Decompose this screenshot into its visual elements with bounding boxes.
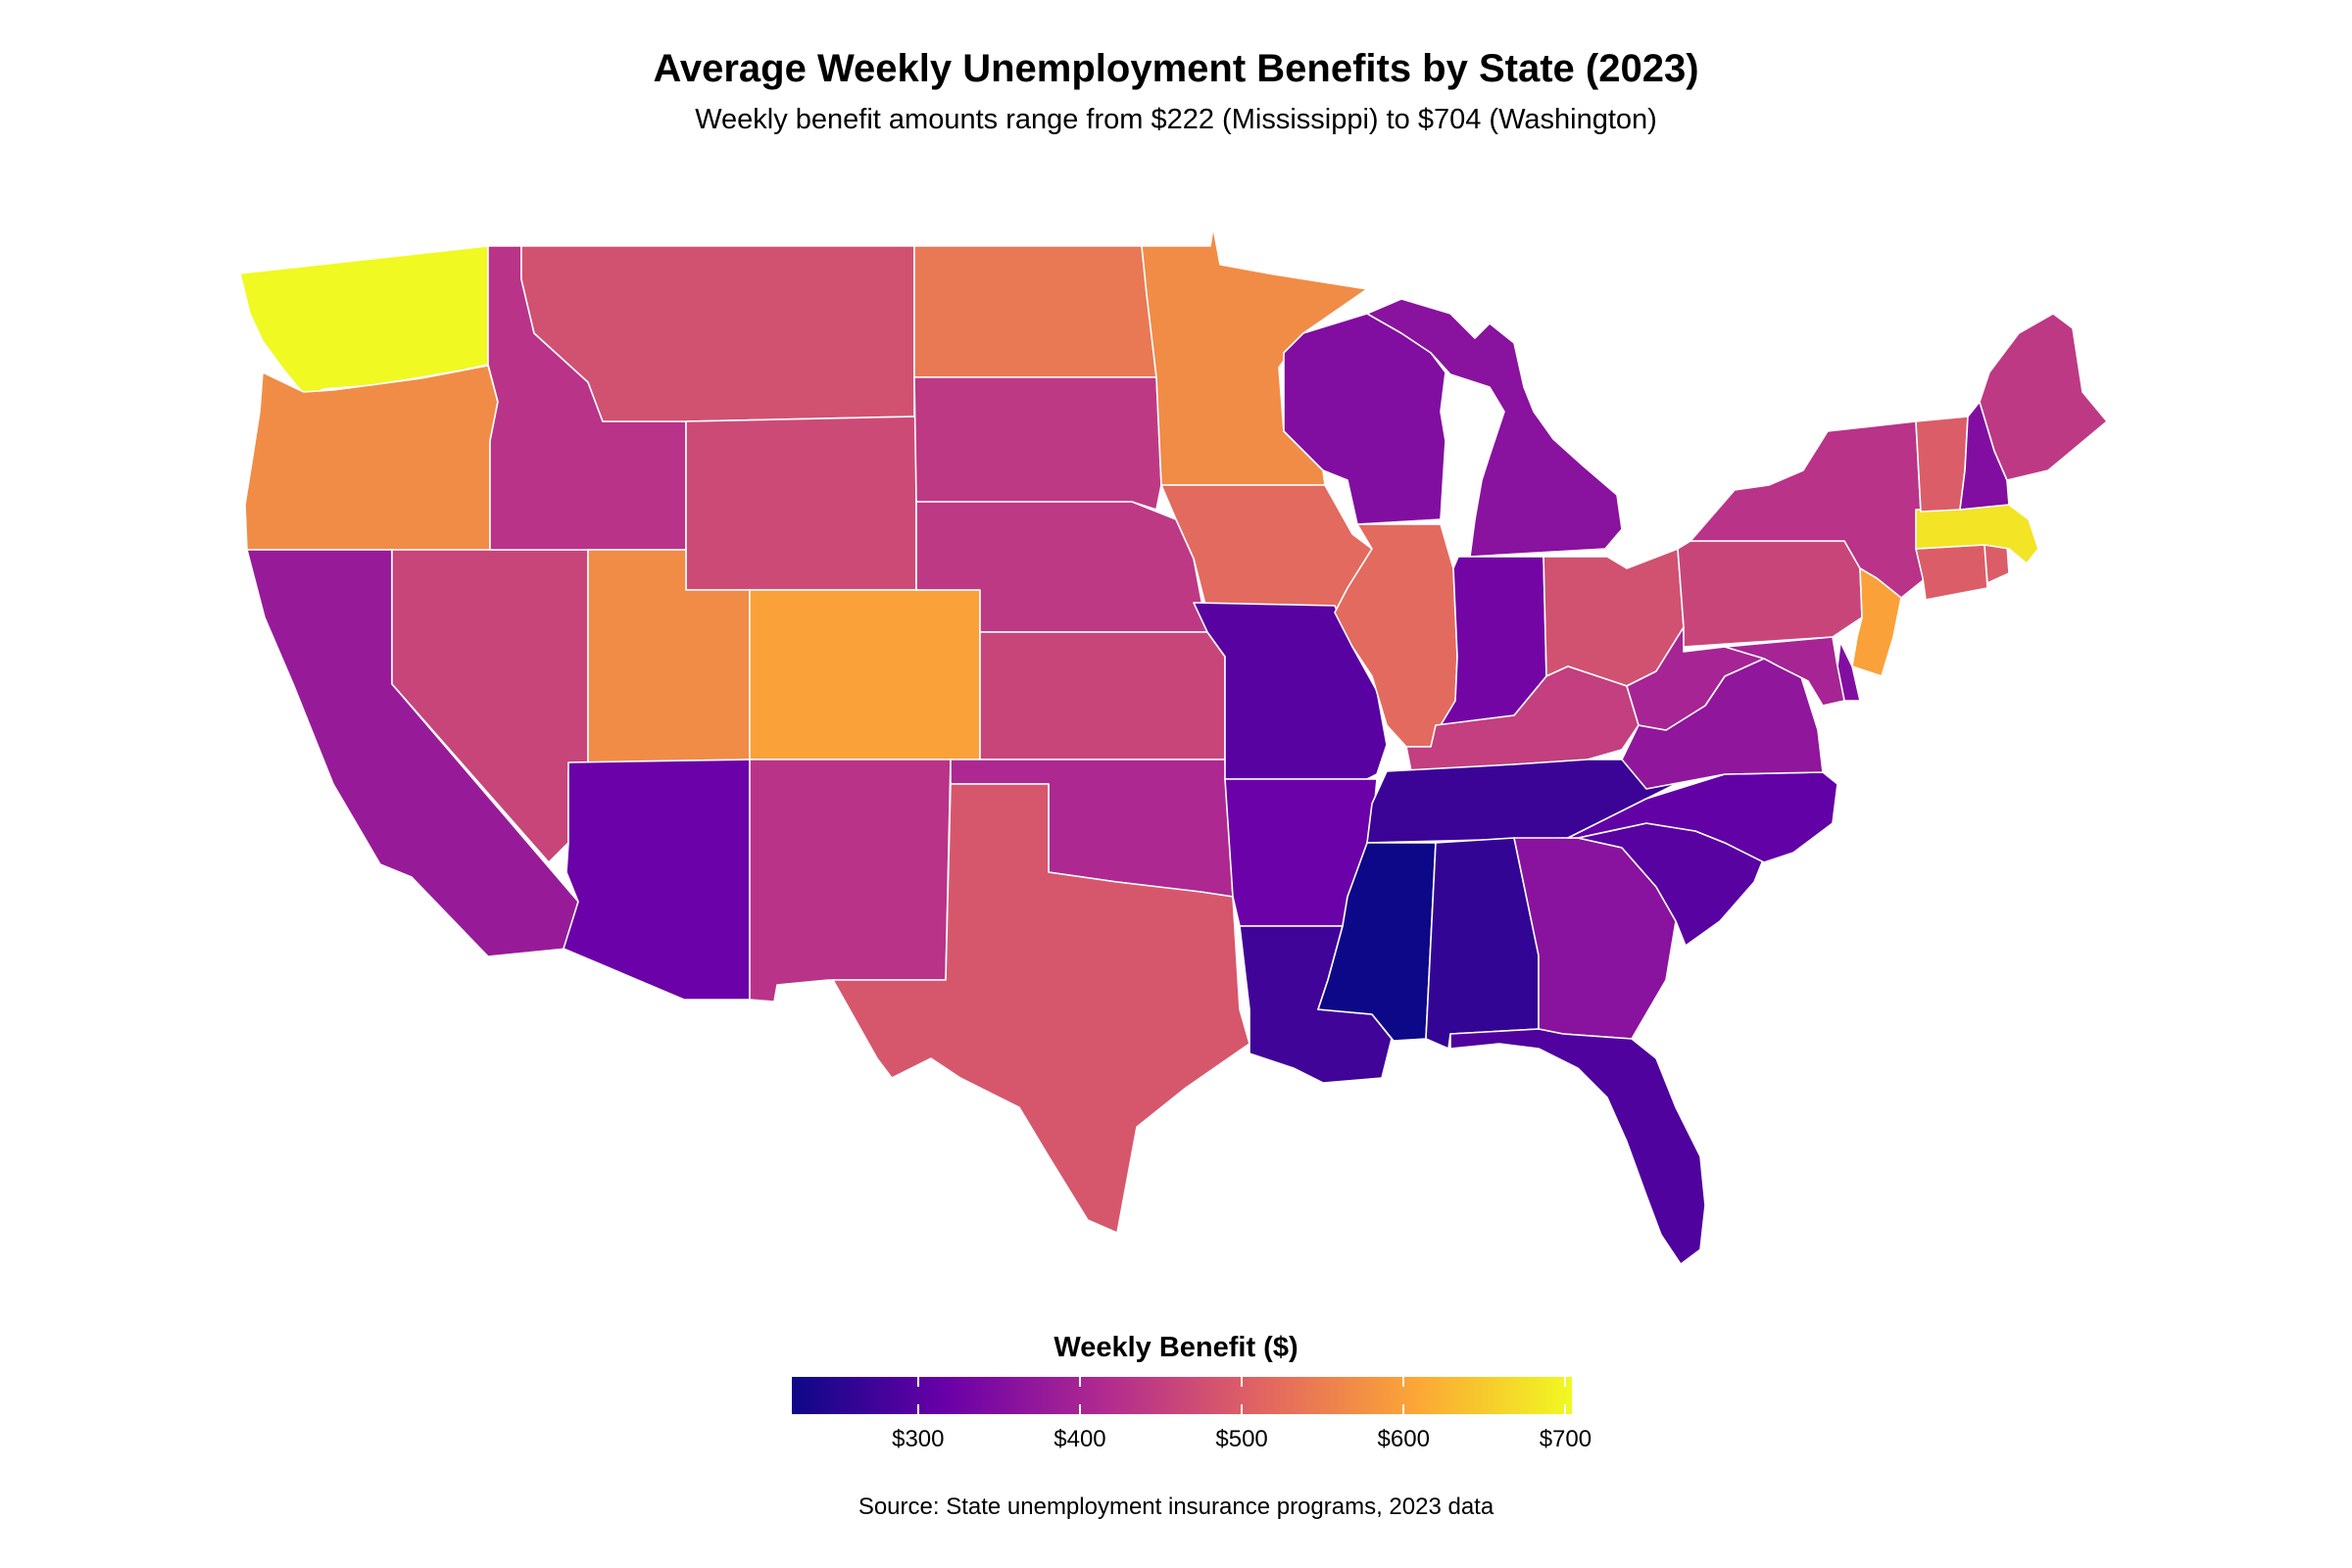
legend-tick-mark [1078, 1404, 1081, 1414]
legend-tick-label: $400 [1054, 1426, 1106, 1452]
legend-title: Weekly Benefit ($) [1054, 1332, 1298, 1363]
legend-tick-mark [1078, 1377, 1081, 1387]
legend-tick-label: $600 [1377, 1426, 1430, 1452]
legend-tick-mark [1564, 1377, 1567, 1387]
state-vermont[interactable] [1915, 416, 1969, 513]
state-north-dakota[interactable] [913, 245, 1157, 378]
state-pennsylvania[interactable] [1677, 540, 1863, 648]
state-massachusetts[interactable] [1915, 504, 2039, 564]
state-kansas[interactable] [979, 631, 1226, 760]
state-new-jersey[interactable] [1851, 567, 1902, 677]
legend-tick-mark [1402, 1377, 1405, 1387]
legend-tick-mark [1241, 1377, 1244, 1387]
legend-tick-mark [916, 1377, 919, 1387]
state-minnesota[interactable] [1141, 226, 1368, 486]
state-south-dakota[interactable] [913, 376, 1162, 511]
state-rhode-island[interactable] [1984, 544, 2010, 584]
state-new-mexico[interactable] [749, 759, 952, 1003]
state-delaware[interactable] [1837, 641, 1861, 702]
state-maine[interactable] [1979, 313, 2108, 481]
legend-tick-label: $300 [892, 1426, 945, 1452]
source-note: Source: State unemployment insurance pro… [858, 1494, 1494, 1520]
state-wyoming[interactable] [685, 416, 917, 591]
chart-subtitle: Weekly benefit amounts range from $222 (… [695, 104, 1657, 135]
legend-tick-label: $700 [1539, 1426, 1592, 1452]
state-connecticut[interactable] [1915, 544, 1988, 601]
legend-tick-mark [916, 1404, 919, 1414]
state-michigan[interactable] [1366, 298, 1623, 558]
legend-tick-label: $500 [1215, 1426, 1268, 1452]
state-maryland[interactable] [1724, 636, 1845, 707]
legend-tick-mark [1564, 1404, 1567, 1414]
state-colorado[interactable] [749, 589, 981, 760]
chart-title: Average Weekly Unemployment Benefits by … [653, 47, 1699, 90]
state-oregon[interactable] [244, 365, 499, 551]
state-texas[interactable] [832, 783, 1250, 1234]
legend-tick-mark [1241, 1404, 1244, 1414]
legend-color-bar [792, 1377, 1572, 1414]
state-arizona[interactable] [563, 759, 751, 1001]
state-florida[interactable] [1449, 1028, 1706, 1265]
legend-tick-mark [1402, 1404, 1405, 1414]
